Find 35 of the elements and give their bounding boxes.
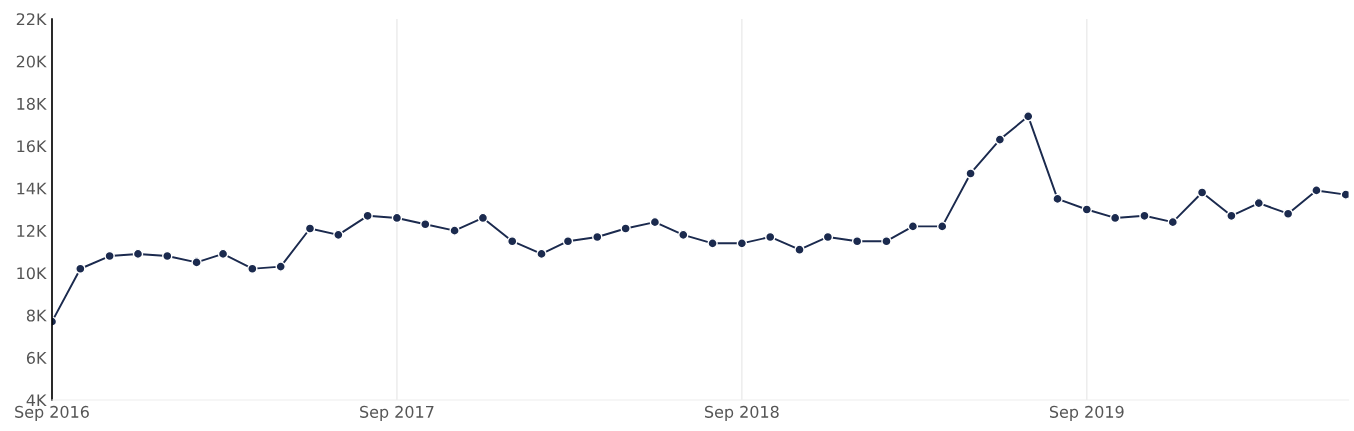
point <box>247 263 258 274</box>
point <box>794 244 805 255</box>
point <box>678 229 689 241</box>
y-tick-label: 8K <box>26 309 47 322</box>
y-tick-label: 16K <box>17 140 47 153</box>
x-tick-label: Sep 2017 <box>360 405 434 421</box>
point <box>736 238 748 249</box>
point <box>1081 204 1093 215</box>
y-tick-label: 14K <box>17 182 47 195</box>
point <box>449 225 460 236</box>
x-tick-label: Sep 2019 <box>1049 405 1124 421</box>
x-tick-label: Sep 2016 <box>15 405 89 421</box>
y-tick-label: 6K <box>26 351 47 364</box>
point <box>536 248 547 260</box>
y-tick-label: 22K <box>16 13 47 26</box>
x-tick-label: Sep 2018 <box>705 405 779 421</box>
point <box>707 238 718 249</box>
y-tick-label: 10K <box>17 267 47 280</box>
y-tick-label: 18K <box>17 97 47 110</box>
point <box>333 229 344 241</box>
y-tick-label: 12K <box>17 224 47 237</box>
y-tick-label: 4K <box>26 394 47 407</box>
point <box>1196 187 1208 198</box>
point <box>965 168 976 179</box>
point <box>1052 193 1063 205</box>
y-tick-label: 20K <box>16 55 47 68</box>
point <box>907 221 919 232</box>
point <box>191 257 202 268</box>
point <box>620 223 631 234</box>
point <box>1311 185 1322 196</box>
point <box>75 263 86 274</box>
point <box>391 212 403 224</box>
point <box>1340 189 1349 200</box>
point <box>275 261 286 272</box>
point <box>1282 208 1294 219</box>
